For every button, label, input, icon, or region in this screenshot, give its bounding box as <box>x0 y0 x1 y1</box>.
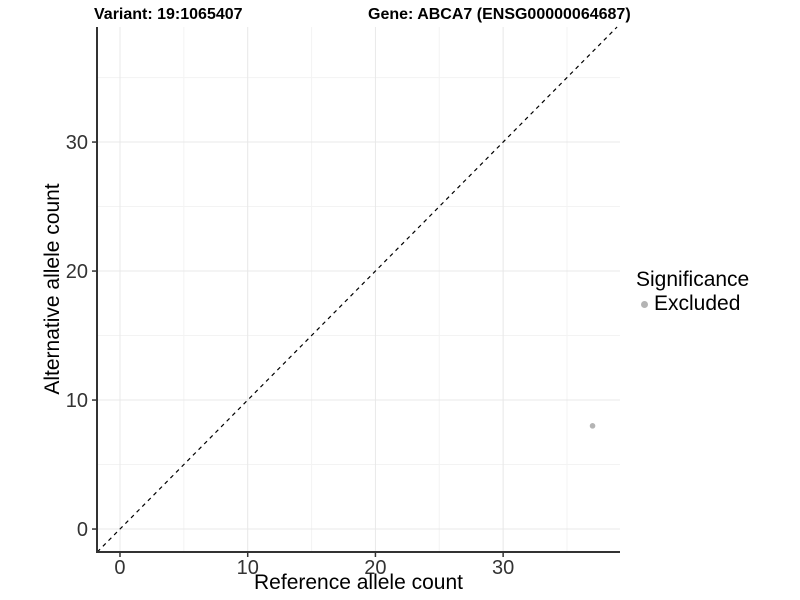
variant-title: Variant: 19:1065407 <box>94 6 243 23</box>
legend: Significance Excluded <box>636 268 749 316</box>
x-tick-label: 20 <box>364 557 386 579</box>
identity-reference-line <box>96 26 618 553</box>
x-tick-label: 30 <box>492 557 514 579</box>
x-tick-label: 10 <box>237 557 259 579</box>
legend-point-icon <box>641 300 648 308</box>
y-axis-label: Alternative allele count <box>41 183 64 395</box>
x-axis-label: Reference allele count <box>254 571 463 594</box>
y-tick-label: 0 <box>77 519 88 541</box>
y-tick-label: 30 <box>66 132 88 154</box>
data-point <box>589 423 596 429</box>
x-tick-label: 0 <box>114 557 125 579</box>
y-tick-label: 20 <box>66 261 88 283</box>
legend-title: Significance <box>636 268 750 291</box>
y-tick-label: 10 <box>66 390 88 412</box>
gene-title: Gene: ABCA7 (ENSG00000064687) <box>368 6 631 23</box>
legend-item-label: Excluded <box>654 292 741 315</box>
legend-item-excluded: Excluded <box>636 292 749 316</box>
